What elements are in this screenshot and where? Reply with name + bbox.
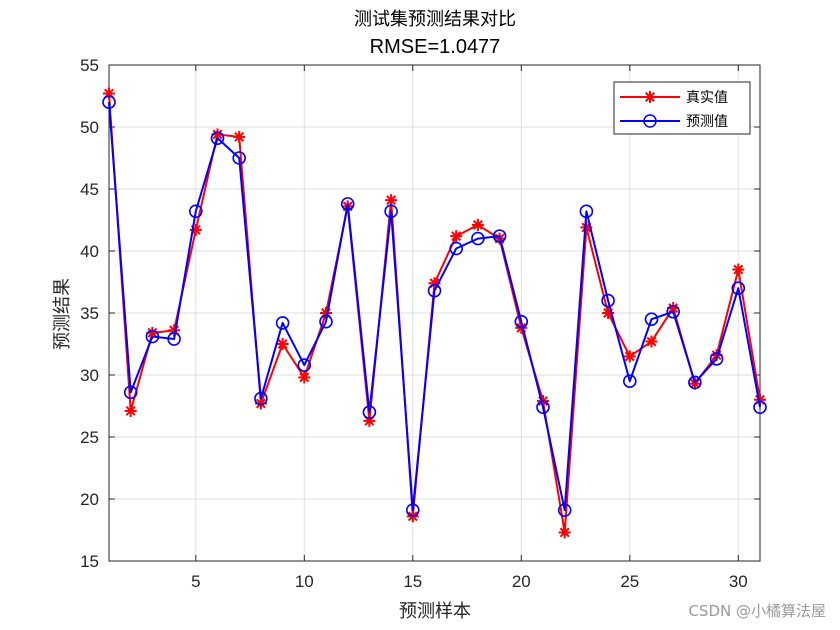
y-tick-label: 55 [80, 56, 99, 75]
data-point-circle [492, 229, 507, 243]
data-point-circle [644, 312, 659, 327]
x-axis-label: 预测样本 [399, 601, 471, 622]
legend: 真实值 预测值 [613, 81, 751, 135]
data-point-asterisk [558, 526, 571, 539]
x-tick-label: 5 [191, 572, 200, 591]
data-point-asterisk [276, 338, 289, 350]
data-point-circle [688, 375, 702, 390]
data-point-circle [232, 151, 246, 165]
data-point-circle [145, 329, 160, 344]
watermark: CSDN @小橘算法屋 [688, 602, 826, 620]
data-point-circle [471, 231, 485, 246]
data-point-asterisk [645, 335, 658, 348]
y-tick-label: 25 [80, 428, 99, 447]
legend-box [613, 81, 751, 135]
y-tick-label: 40 [80, 242, 99, 261]
legend-label-series-2: 预测值 [686, 114, 728, 130]
data-point-circle [449, 241, 464, 256]
data-point-circle [384, 204, 398, 219]
data-point-circle [601, 293, 615, 308]
data-point-circle [362, 405, 377, 420]
y-tick-label: 35 [80, 304, 99, 323]
data-point-circle [514, 314, 529, 329]
data-point-circle [102, 95, 116, 109]
data-point-circle [709, 352, 724, 366]
x-tick-label: 10 [295, 572, 314, 591]
data-point-circle [579, 204, 594, 219]
data-point-circle [557, 503, 572, 517]
data-point-circle [297, 358, 312, 372]
data-point-circle [536, 400, 550, 415]
chart-title: 测试集预测结果对比 [354, 9, 516, 30]
x-tick-label: 30 [729, 572, 748, 591]
data-point-circle [167, 332, 181, 346]
data-point-circle [340, 197, 355, 211]
data-point-circle [731, 281, 746, 296]
data-point-asterisk [471, 218, 484, 231]
y-tick-label: 20 [80, 490, 99, 509]
axis-ticks: 5 10 15 20 25 30 15 20 25 30 35 40 45 50 55 [80, 56, 760, 591]
data-point-asterisk [298, 371, 311, 384]
data-point-asterisk [233, 130, 246, 143]
data-point-circle [319, 314, 333, 329]
series-line [108, 102, 761, 512]
legend-asterisk-marker [644, 91, 656, 103]
x-tick-label: 25 [620, 572, 639, 591]
data-point-asterisk [732, 263, 745, 276]
data-point-circle [405, 503, 420, 517]
y-tick-label: 30 [80, 366, 99, 385]
data-point-circle [189, 204, 203, 219]
data-point-asterisk [124, 404, 137, 417]
series-2 [102, 95, 767, 517]
data-point-circle [622, 374, 637, 389]
data-point-asterisk [385, 194, 398, 207]
data-point-circle [123, 385, 138, 400]
data-point-asterisk [623, 350, 636, 363]
legend-label-series-1: 真实值 [686, 90, 728, 106]
data-point-circle [210, 131, 225, 145]
y-tick-label: 50 [80, 118, 99, 137]
data-series [102, 87, 767, 539]
data-point-circle [666, 304, 681, 319]
x-tick-label: 15 [403, 572, 422, 591]
y-axis-label: 预测结果 [52, 278, 73, 350]
data-point-circle [427, 283, 442, 298]
data-point-circle [275, 316, 290, 330]
chart-subtitle: RMSE=1.0477 [370, 36, 501, 58]
y-tick-label: 45 [80, 180, 99, 199]
x-tick-label: 20 [512, 572, 531, 591]
legend-circle-marker [643, 114, 657, 128]
data-point-asterisk [450, 230, 463, 243]
data-point-circle [753, 400, 767, 415]
legend-asterisk [644, 91, 656, 103]
data-point-circle [254, 391, 268, 406]
y-tick-label: 15 [80, 552, 99, 571]
